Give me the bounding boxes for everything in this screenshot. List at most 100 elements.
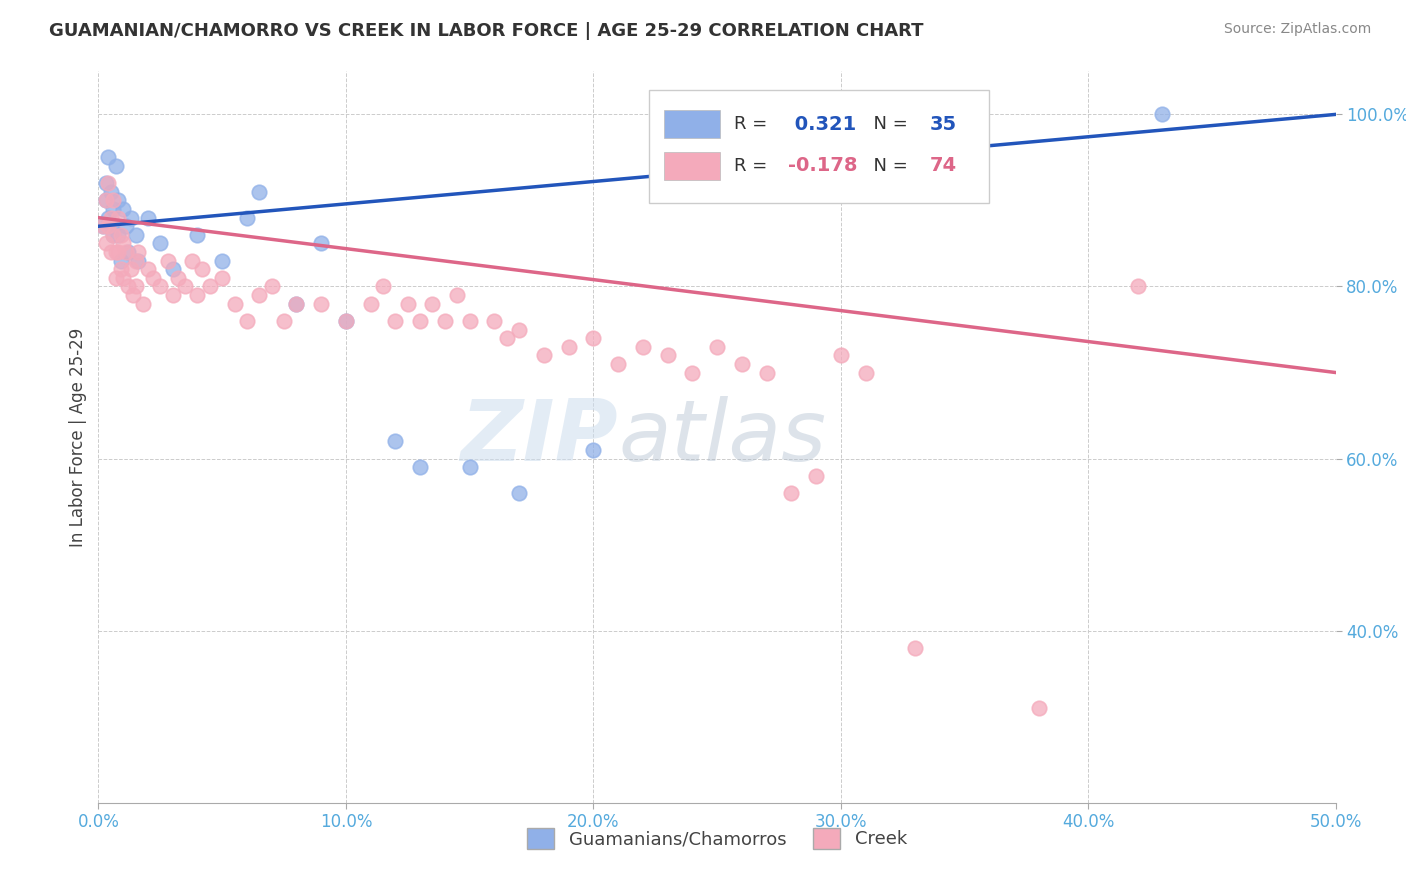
Point: [114, 219, 136, 234]
FancyBboxPatch shape: [650, 90, 990, 203]
Point: [132, 296, 155, 310]
Text: 74: 74: [929, 156, 957, 175]
Point: [149, 279, 172, 293]
Legend: Guamanians/Chamorros, Creek: Guamanians/Chamorros, Creek: [516, 817, 918, 860]
Point: [136, 262, 159, 277]
Point: [484, 314, 506, 328]
Point: [582, 331, 605, 345]
Point: [120, 262, 142, 277]
Point: [104, 159, 127, 173]
Point: [94, 176, 117, 190]
Point: [110, 262, 132, 277]
Text: R =: R =: [734, 115, 773, 133]
Point: [136, 211, 159, 225]
Point: [409, 314, 432, 328]
Point: [107, 194, 129, 208]
Point: [211, 253, 233, 268]
Point: [607, 357, 630, 371]
Point: [285, 296, 308, 310]
Point: [309, 236, 332, 251]
Point: [122, 288, 145, 302]
Point: [582, 442, 605, 457]
Point: [94, 236, 117, 251]
Point: [384, 434, 406, 449]
Point: [100, 185, 122, 199]
Point: [224, 296, 246, 310]
Point: [780, 486, 803, 500]
Point: [236, 314, 259, 328]
Point: [804, 468, 827, 483]
Point: [93, 219, 115, 234]
Point: [103, 202, 125, 216]
Text: R =: R =: [734, 157, 773, 175]
Point: [107, 245, 129, 260]
Text: GUAMANIAN/CHAMORRO VS CREEK IN LABOR FORCE | AGE 25-29 CORRELATION CHART: GUAMANIAN/CHAMORRO VS CREEK IN LABOR FOR…: [49, 22, 924, 40]
Point: [309, 296, 332, 310]
Point: [495, 331, 517, 345]
Point: [103, 227, 125, 242]
Point: [211, 271, 233, 285]
Text: N =: N =: [862, 157, 914, 175]
Text: atlas: atlas: [619, 395, 827, 479]
Point: [127, 245, 149, 260]
Point: [186, 227, 208, 242]
Point: [731, 357, 754, 371]
Point: [855, 366, 877, 380]
Point: [433, 314, 456, 328]
Text: Source: ZipAtlas.com: Source: ZipAtlas.com: [1223, 22, 1371, 37]
Point: [181, 253, 204, 268]
Point: [285, 296, 308, 310]
Point: [110, 253, 132, 268]
Point: [335, 314, 357, 328]
Text: 0.321: 0.321: [787, 114, 856, 134]
Point: [124, 279, 146, 293]
Point: [191, 262, 214, 277]
Point: [247, 288, 270, 302]
Point: [830, 348, 852, 362]
Point: [904, 640, 927, 655]
Point: [110, 227, 132, 242]
Point: [755, 366, 778, 380]
Text: ZIP: ZIP: [460, 395, 619, 479]
Point: [706, 340, 728, 354]
Point: [107, 211, 129, 225]
Point: [117, 279, 139, 293]
Point: [186, 288, 208, 302]
Point: [174, 279, 197, 293]
Point: [97, 150, 120, 164]
Point: [1126, 279, 1149, 293]
Point: [114, 245, 136, 260]
Text: 35: 35: [929, 114, 957, 134]
Point: [631, 340, 654, 354]
Point: [247, 185, 270, 199]
Y-axis label: In Labor Force | Age 25-29: In Labor Force | Age 25-29: [69, 327, 87, 547]
Point: [162, 262, 184, 277]
Point: [112, 202, 135, 216]
Point: [657, 348, 679, 362]
Point: [127, 253, 149, 268]
Point: [162, 288, 184, 302]
Point: [156, 253, 179, 268]
Point: [97, 211, 120, 225]
Point: [112, 236, 135, 251]
Point: [409, 460, 432, 475]
Point: [103, 227, 125, 242]
Point: [142, 271, 165, 285]
Point: [100, 211, 122, 225]
Point: [681, 366, 703, 380]
Point: [273, 314, 295, 328]
Point: [100, 219, 122, 234]
Point: [93, 219, 115, 234]
Point: [260, 279, 283, 293]
Point: [112, 271, 135, 285]
Point: [104, 245, 127, 260]
Text: N =: N =: [862, 115, 914, 133]
Point: [94, 194, 117, 208]
Point: [557, 340, 579, 354]
Point: [107, 227, 129, 242]
Point: [117, 245, 139, 260]
Point: [422, 296, 444, 310]
Point: [100, 245, 122, 260]
Point: [97, 219, 120, 234]
Point: [94, 194, 117, 208]
